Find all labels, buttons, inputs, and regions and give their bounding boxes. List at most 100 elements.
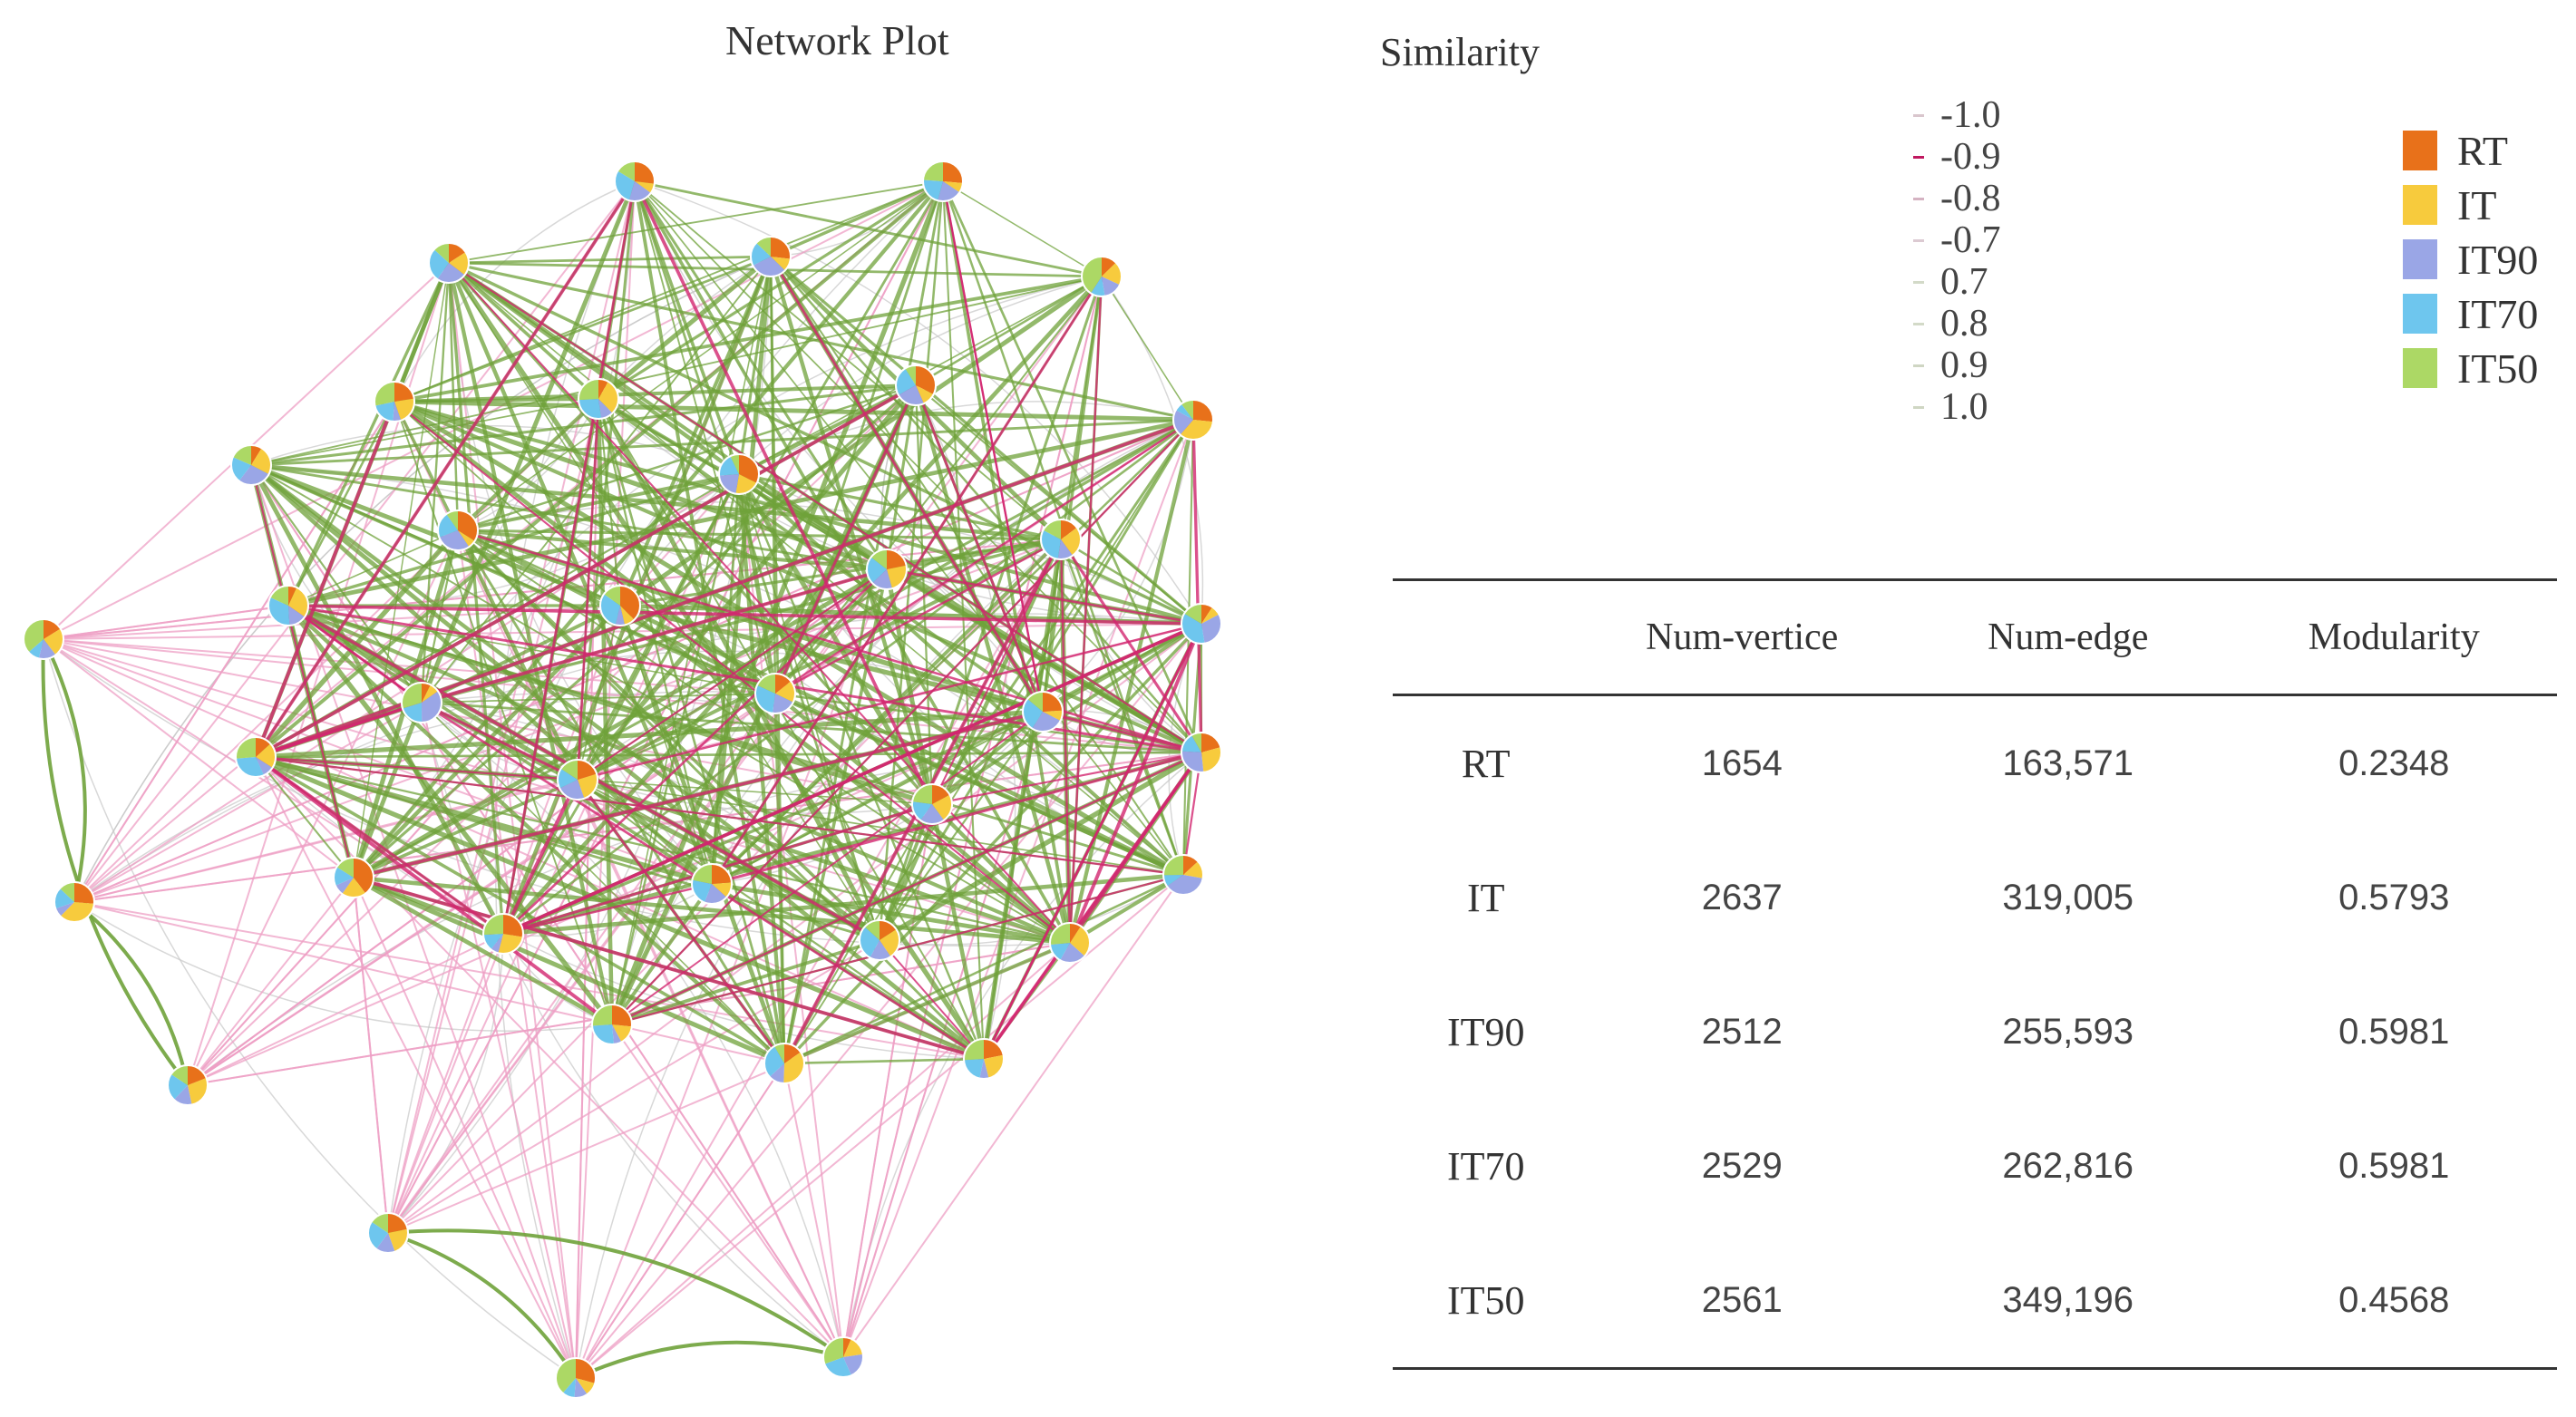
node-pie-slice xyxy=(503,914,523,937)
network-edge xyxy=(73,901,785,1064)
node-outline xyxy=(822,1336,864,1378)
network-edge xyxy=(43,605,289,640)
similarity-legend-item: -1.0 xyxy=(1913,94,2095,136)
network-edge xyxy=(783,873,1184,1065)
node-pie-slice xyxy=(491,934,503,954)
network-edge xyxy=(351,702,424,878)
node-pie-slice xyxy=(757,674,775,694)
node-pie-slice xyxy=(1166,875,1203,896)
table-row: IT70 2529 262,816 0.5981 xyxy=(1393,1099,2557,1233)
similarity-legend-item: -0.9 xyxy=(1913,136,2095,178)
node-pie-slice xyxy=(1181,400,1193,420)
network-edge xyxy=(982,751,1203,1061)
node-pie-slice xyxy=(402,703,423,723)
network-edge xyxy=(73,401,395,903)
network-edge xyxy=(1067,419,1196,944)
network-edge xyxy=(884,568,935,805)
similarity-legend-item: 1.0 xyxy=(1913,386,2095,428)
node-outline xyxy=(1022,691,1064,733)
network-edge xyxy=(611,711,1044,1025)
node-pie-slice xyxy=(774,1043,784,1063)
network-node xyxy=(374,381,415,422)
table-header-corner xyxy=(1393,580,1579,695)
node-outline xyxy=(428,242,470,284)
node-outline xyxy=(1049,922,1091,964)
network-edge xyxy=(575,1063,785,1379)
node-outline xyxy=(750,236,792,277)
row-group-label: IT xyxy=(1466,875,1505,920)
similarity-legend: -1.0 -0.9 -0.8 -0.7 0.7 0.8 0.9 1.0 xyxy=(1913,94,2095,428)
table-header-modularity: Modularity xyxy=(2308,616,2480,658)
network-edge xyxy=(611,938,880,1026)
modularity-cell: 0.2348 xyxy=(2338,742,2450,783)
similarity-legend-label: -1.0 xyxy=(1940,94,2001,136)
network-edge xyxy=(255,755,1184,877)
network-edge xyxy=(501,180,945,935)
network-node xyxy=(859,919,900,961)
network-edge xyxy=(353,877,389,1234)
network-node xyxy=(367,1212,409,1254)
network-edge xyxy=(249,463,881,942)
network-node xyxy=(267,585,309,626)
node-outline xyxy=(230,444,272,486)
group-swatch xyxy=(2403,131,2437,170)
node-pie-slice xyxy=(368,1221,388,1249)
network-edge xyxy=(254,755,614,1026)
network-edge xyxy=(421,256,772,704)
node-pie-slice xyxy=(1181,613,1205,644)
node-pie-slice xyxy=(232,445,251,465)
network-edge xyxy=(879,939,985,1060)
node-pie-slice xyxy=(730,454,739,474)
node-pie-slice xyxy=(771,237,791,259)
network-edge xyxy=(255,756,577,1379)
network-edge xyxy=(577,605,621,781)
node-pie-slice xyxy=(1032,712,1061,732)
network-edge xyxy=(250,462,1062,542)
network-edge xyxy=(773,180,945,694)
node-pie-slice xyxy=(1201,733,1221,752)
node-pie-slice xyxy=(1081,257,1102,294)
node-pie-slice xyxy=(167,1073,188,1101)
node-pie-slice xyxy=(1201,604,1213,624)
network-edge xyxy=(886,568,1202,626)
node-pie-slice xyxy=(1061,527,1081,556)
network-node xyxy=(750,236,792,277)
network-edge xyxy=(353,778,578,879)
node-pie-slice xyxy=(288,587,308,617)
edges-cell: 349,196 xyxy=(2002,1279,2134,1320)
network-edge xyxy=(250,463,888,571)
network-node xyxy=(1162,854,1204,896)
network-edge xyxy=(353,877,577,1379)
network-edge xyxy=(783,1063,844,1358)
network-edge xyxy=(879,711,1044,941)
node-pie-slice xyxy=(1102,277,1120,296)
network-edge xyxy=(619,603,1044,714)
node-outline xyxy=(267,585,309,626)
network-node xyxy=(763,1043,805,1084)
row-group-label: IT50 xyxy=(1446,1277,1525,1323)
network-edge xyxy=(634,180,1062,540)
group-legend-label: IT90 xyxy=(2457,236,2539,283)
network-edge xyxy=(394,399,1194,422)
network-edge xyxy=(930,802,1072,945)
row-group-label: IT70 xyxy=(1446,1143,1525,1189)
node-pie-slice xyxy=(1181,751,1204,772)
node-pie-slice xyxy=(1175,403,1193,420)
network-node xyxy=(599,585,641,626)
network-edge xyxy=(577,568,888,781)
node-pie-slice xyxy=(458,530,475,548)
node-pie-slice xyxy=(912,784,932,804)
network-node xyxy=(1022,691,1064,733)
similarity-legend-title: Similarity xyxy=(1380,30,1540,74)
group-legend-item: IT xyxy=(2403,178,2538,232)
node-pie-slice xyxy=(943,181,963,193)
node-pie-slice xyxy=(867,557,887,584)
network-edge xyxy=(187,877,355,1086)
node-pie-slice xyxy=(898,385,924,405)
network-edge xyxy=(619,276,1103,607)
network-edge xyxy=(783,941,1071,1065)
node-pie-slice xyxy=(393,402,402,422)
vertices-cell: 1654 xyxy=(1701,742,1783,783)
network-edge xyxy=(187,933,504,1086)
network-node xyxy=(230,444,272,486)
